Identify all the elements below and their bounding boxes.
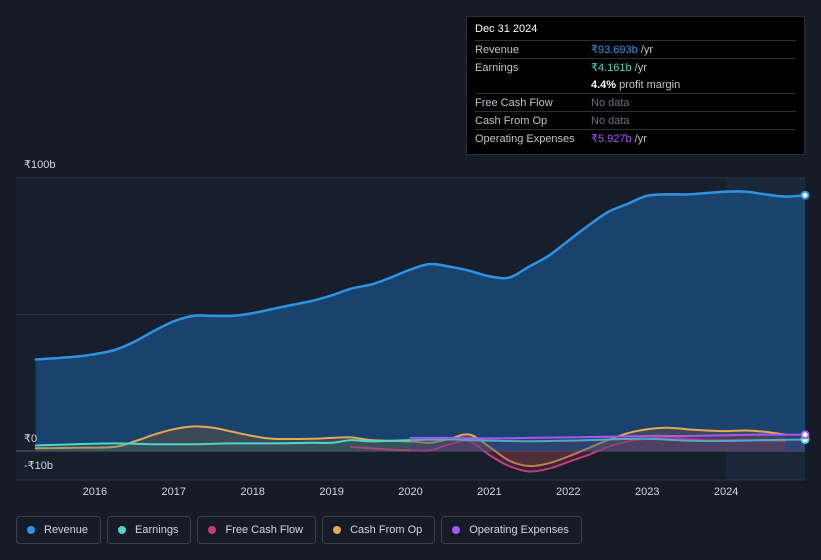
tooltip-row-earnings: Earnings ₹4.161b /yr [475,58,796,76]
legend-item-operating-expenses[interactable]: Operating Expenses [441,516,582,544]
financial-chart: ₹100b ₹0 -₹10b 2016 2017 2018 2019 2020 2021 2022… [16,159,810,498]
tooltip-suffix: /yr [634,61,647,74]
x-tick-label: 2021 [477,486,501,498]
tooltip-row-revenue: Revenue ₹93.693b /yr [475,40,796,58]
x-tick-label: 2022 [556,486,580,498]
x-tick-label: 2023 [635,486,659,498]
legend-dot-icon [333,526,342,534]
tooltip-label: Earnings [475,61,519,74]
earnings-area [35,438,805,451]
legend-item-revenue[interactable]: Revenue [16,516,102,544]
legend-dot-icon [208,526,217,534]
tooltip-row-cfo: Cash From Op No data [475,111,796,129]
tooltip-date: Dec 31 2024 [475,23,538,35]
earnings-line [34,437,806,447]
tooltip-label: Cash From Op [475,114,548,127]
x-tick-label: 2018 [240,486,264,498]
tooltip-value: ₹4.161b [591,62,632,74]
x-tick-label: 2019 [319,486,343,498]
revenue-area [35,191,805,451]
data-tooltip: Dec 31 2024 Revenue ₹93.693b /yr Earning… [466,16,805,155]
revenue-end-marker[interactable] [800,190,810,200]
tooltip-value: No data [591,114,630,127]
tooltip-value: ₹5.927b [591,133,632,145]
tooltip-label: Operating Expenses [475,132,575,145]
tooltip-suffix: /yr [634,132,647,145]
legend-item-free-cash-flow[interactable]: Free Cash Flow [197,516,317,544]
y-tick-label: ₹0 [24,433,37,445]
series-layer [34,190,810,473]
legend-dot-icon [118,526,127,534]
legend-dot-icon [27,526,35,534]
tooltip-row-margin: 4.4% profit margin [475,76,796,93]
tooltip-row-fcf: Free Cash Flow No data [475,93,796,111]
legend-label: Cash From Op [350,524,423,536]
operating-expenses-line [409,433,806,440]
legend-item-cash-from-op[interactable]: Cash From Op [322,516,436,544]
legend-label: Free Cash Flow [225,524,304,536]
tooltip-suffix: /yr [640,43,653,56]
x-tick-label: 2024 [714,486,738,498]
x-tick-label: 2016 [83,486,107,498]
y-tick-label: -₹10b [24,460,53,472]
free-cash-flow-area [351,437,786,472]
tooltip-label: Revenue [475,43,520,56]
x-tick-label: 2020 [398,486,422,498]
revenue-line [34,190,807,361]
legend-item-earnings[interactable]: Earnings [107,516,192,544]
axis-layer: ₹100b ₹0 -₹10b 2016 2017 2018 2019 2020 2021 2022… [24,159,738,498]
legend-label: Earnings [135,524,179,536]
tooltip-row-opex: Operating Expenses ₹5.927b /yr [475,129,796,147]
cash-from-op-area [35,426,786,467]
chart-legend: Revenue Earnings Free Cash Flow Cash Fro… [16,516,582,544]
tooltip-suffix: profit margin [619,78,681,91]
tooltip-value: 4.4% [591,78,617,91]
y-tick-label: ₹100b [24,159,55,171]
tooltip-label: Free Cash Flow [475,96,553,109]
operating-expenses-end-marker[interactable] [800,430,810,440]
x-tick-label: 2017 [162,486,186,498]
tooltip-value: No data [591,96,630,109]
legend-label: Revenue [44,524,89,536]
legend-label: Operating Expenses [469,524,569,536]
tooltip-value: ₹93.693b [591,44,638,56]
legend-dot-icon [452,526,461,534]
